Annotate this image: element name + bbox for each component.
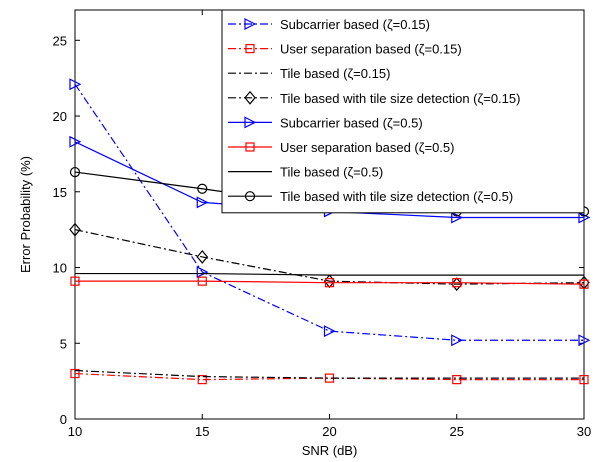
y-tick-label: 20 — [53, 109, 67, 124]
legend-item: Subcarrier based (ζ=0.15) — [228, 17, 430, 32]
y-tick-label: 5 — [60, 336, 67, 351]
marker-square — [579, 279, 589, 289]
marker-triangle — [451, 334, 464, 347]
legend-item: Subcarrier based (ζ=0.5) — [228, 115, 423, 130]
marker-triangle — [451, 211, 464, 224]
legend-label: User separation based (ζ=0.5) — [280, 140, 454, 155]
legend-item: User separation based (ζ=0.5) — [228, 140, 454, 155]
x-tick-label: 20 — [322, 424, 336, 439]
series-line — [74, 369, 584, 379]
marker-triangle — [244, 116, 257, 129]
marker-square — [70, 368, 80, 379]
legend-item: Tile based with tile size detection (ζ=0… — [228, 189, 513, 204]
marker-diamond — [196, 249, 209, 264]
legend-label: Tile based (ζ=0.15) — [280, 66, 390, 81]
series-3 — [74, 369, 584, 379]
series-line — [75, 272, 584, 276]
legend-box — [221, 9, 585, 214]
marker-square — [579, 375, 589, 385]
x-tick-label: 30 — [577, 424, 591, 439]
marker-triangle — [69, 135, 82, 148]
legend: Subcarrier based (ζ=0.15) User separation… — [221, 9, 585, 214]
y-axis-label: Error Probability (%) — [18, 156, 33, 273]
axis-ticks: 10 15 20 25 30 0 5 10 15 20 25 — [53, 10, 591, 439]
series-1 — [69, 78, 591, 347]
marker-circle — [69, 166, 81, 178]
y-tick-label: 25 — [53, 33, 67, 48]
marker-triangle — [69, 78, 82, 91]
legend-item: User separation based (ζ=0.15) — [228, 42, 462, 57]
x-tick-label: 25 — [450, 424, 464, 439]
legend-item: Tile based (ζ=0.15) — [228, 66, 390, 81]
legend-label: Subcarrier based (ζ=0.5) — [280, 115, 423, 130]
marker-triangle — [244, 18, 257, 30]
legend-label: Tile based (ζ=0.5) — [280, 165, 383, 180]
legend-label: Subcarrier based (ζ=0.15) — [280, 17, 430, 32]
legend-item: Tile based with tile size detection (ζ=0… — [228, 91, 520, 106]
legend-label: Tile based with tile size detection (ζ=0… — [280, 91, 520, 106]
series-7 — [75, 272, 584, 276]
marker-diamond — [69, 222, 81, 237]
series-line — [74, 372, 584, 381]
y-tick-label: 0 — [60, 412, 67, 427]
series-2 — [70, 368, 589, 385]
series-line — [75, 280, 585, 285]
marker-square — [197, 276, 207, 286]
marker-square — [452, 375, 462, 385]
marker-square — [197, 375, 207, 385]
x-axis-label: SNR (dB) — [302, 443, 358, 458]
legend-label: User separation based (ζ=0.15) — [280, 42, 462, 57]
marker-triangle — [323, 325, 336, 338]
marker-circle — [244, 191, 256, 202]
legend-label: Tile based with tile size detection (ζ=0… — [280, 189, 513, 204]
marker-triangle — [196, 266, 209, 279]
marker-square — [245, 142, 255, 152]
series-line — [74, 229, 585, 285]
marker-square — [245, 43, 255, 54]
marker-square — [70, 276, 80, 286]
y-tick-label: 10 — [53, 261, 67, 276]
series-layer — [69, 78, 591, 385]
x-tick-label: 15 — [195, 424, 209, 439]
marker-square — [452, 278, 462, 288]
series-6 — [70, 276, 589, 289]
marker-square — [324, 278, 335, 288]
x-tick-label: 10 — [68, 424, 82, 439]
marker-circle — [197, 183, 208, 194]
marker-triangle — [578, 211, 591, 224]
marker-diamond — [244, 90, 256, 105]
marker-triangle — [578, 334, 591, 347]
y-tick-label: 15 — [53, 185, 67, 200]
legend-item: Tile based (ζ=0.5) — [228, 165, 383, 180]
marker-triangle — [196, 196, 209, 209]
series-line — [74, 83, 584, 341]
